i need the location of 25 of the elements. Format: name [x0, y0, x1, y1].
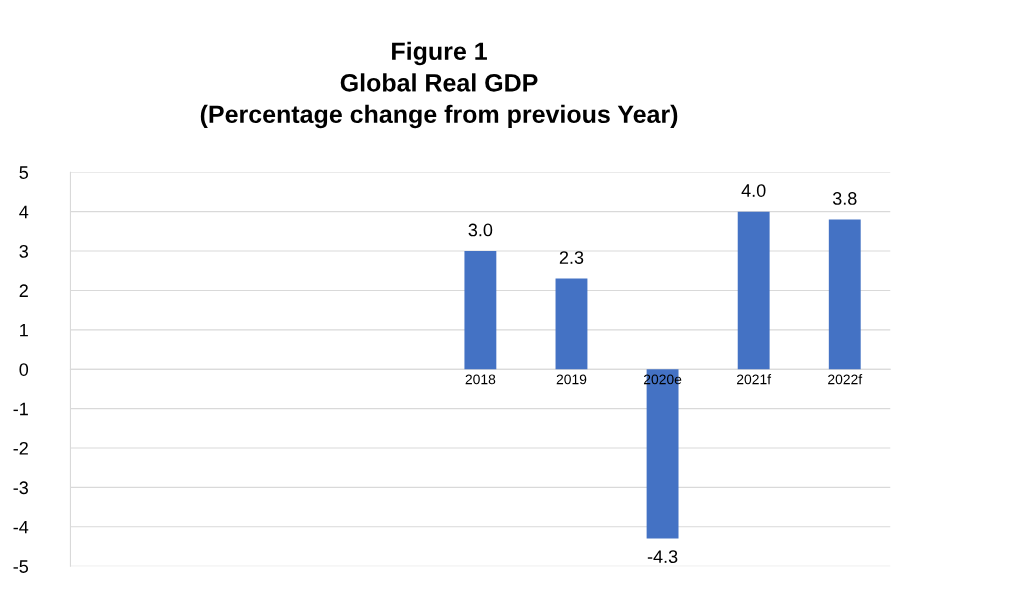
- data-label: 2.3: [559, 251, 584, 264]
- y-tick-label: -1: [13, 402, 28, 416]
- y-tick-label: 5: [19, 166, 29, 179]
- bar: [555, 278, 588, 370]
- y-tick-label: -3: [13, 481, 28, 495]
- y-tick-label: 2: [19, 284, 28, 297]
- y-tick-label: -2: [13, 441, 28, 455]
- data-label: 3.0: [468, 223, 493, 237]
- x-tick-label: 2022f: [828, 374, 863, 385]
- bar: [828, 219, 861, 370]
- data-label: 4.0: [741, 184, 766, 197]
- bar: [464, 251, 497, 370]
- y-tick-label: -5: [13, 560, 29, 573]
- y-tick-label: 1: [20, 323, 28, 337]
- x-tick-label: 2021f: [736, 374, 772, 385]
- chart-title: Figure 1 Global Real GDP (Percentage change from previous Year): [200, 41, 678, 129]
- y-tick-label: 0: [19, 363, 29, 376]
- y-tick-label: 4: [19, 205, 29, 219]
- data-label: 3.8: [832, 192, 857, 205]
- y-tick-label: 3: [19, 244, 28, 258]
- bar: [737, 211, 770, 370]
- x-tick-label: 2018: [465, 374, 496, 385]
- x-tick-label: 2019: [556, 374, 587, 385]
- data-label: -4.3: [647, 550, 678, 563]
- y-tick-label: -4: [13, 520, 29, 534]
